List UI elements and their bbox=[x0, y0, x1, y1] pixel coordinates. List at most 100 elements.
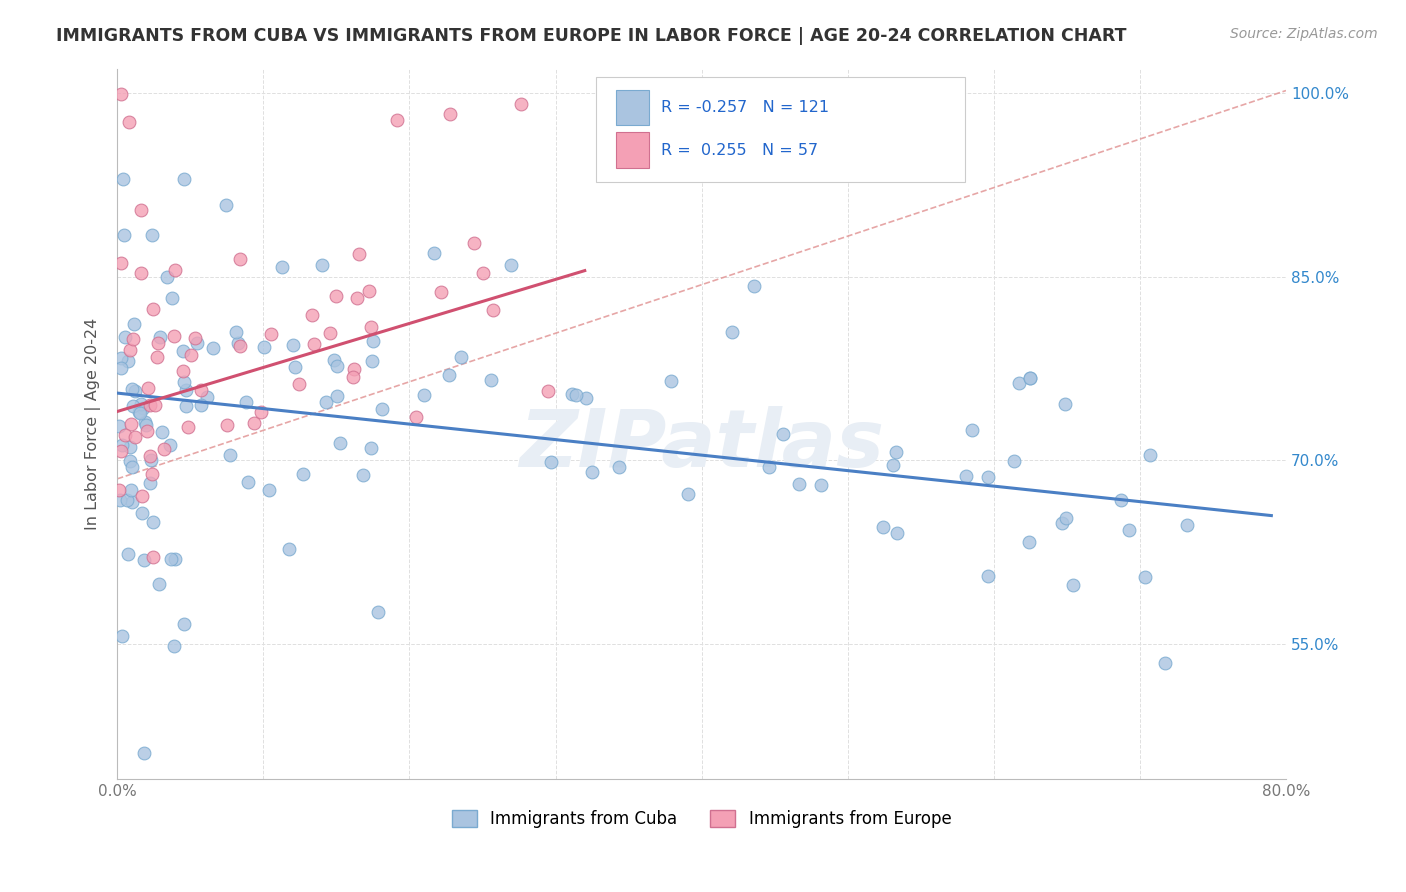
Point bbox=[124, 384, 146, 398]
Point bbox=[165, 551, 187, 566]
Point bbox=[173, 171, 195, 186]
Point bbox=[118, 115, 141, 129]
Point bbox=[110, 256, 132, 270]
Point bbox=[134, 415, 156, 429]
Point bbox=[195, 390, 218, 404]
Point bbox=[186, 335, 208, 350]
Point bbox=[190, 398, 212, 412]
Point bbox=[343, 362, 366, 376]
Point bbox=[129, 405, 152, 419]
Point bbox=[884, 445, 907, 459]
Point bbox=[742, 279, 765, 293]
Point bbox=[270, 260, 292, 274]
Point bbox=[886, 525, 908, 540]
Point bbox=[163, 639, 186, 653]
Point bbox=[180, 348, 202, 362]
Point bbox=[367, 605, 389, 619]
Bar bbox=[616, 90, 650, 126]
Point bbox=[177, 420, 200, 434]
Point bbox=[1133, 569, 1156, 583]
Point bbox=[117, 354, 139, 368]
Point bbox=[131, 396, 153, 410]
Point bbox=[581, 465, 603, 479]
Point bbox=[882, 458, 904, 472]
Point bbox=[122, 318, 145, 332]
Point bbox=[1018, 371, 1040, 385]
Point bbox=[124, 430, 146, 444]
Point bbox=[360, 320, 382, 334]
Point bbox=[110, 351, 132, 366]
Point bbox=[405, 409, 427, 424]
Point bbox=[215, 198, 238, 212]
Point bbox=[1050, 516, 1073, 531]
Point bbox=[318, 326, 340, 340]
Point bbox=[575, 391, 598, 405]
Point bbox=[277, 542, 299, 557]
Point bbox=[146, 336, 169, 351]
Point bbox=[347, 247, 370, 261]
Point bbox=[174, 383, 197, 397]
Point bbox=[429, 285, 451, 299]
Point bbox=[609, 459, 631, 474]
Point bbox=[1019, 371, 1042, 385]
Point bbox=[131, 489, 153, 503]
Point bbox=[142, 516, 165, 530]
Point bbox=[482, 303, 505, 318]
Point bbox=[202, 341, 225, 355]
Point bbox=[253, 340, 276, 354]
Point bbox=[361, 334, 384, 349]
Point bbox=[120, 483, 142, 497]
Point bbox=[118, 343, 141, 357]
Point bbox=[960, 423, 983, 437]
Point bbox=[323, 353, 346, 368]
Point bbox=[1109, 492, 1132, 507]
Text: ZIPatlas: ZIPatlas bbox=[519, 406, 884, 484]
Point bbox=[976, 470, 998, 484]
Text: Source: ZipAtlas.com: Source: ZipAtlas.com bbox=[1230, 27, 1378, 41]
Point bbox=[810, 478, 832, 492]
Point bbox=[772, 427, 794, 442]
Point bbox=[111, 438, 134, 452]
Point bbox=[353, 467, 375, 482]
Point bbox=[176, 399, 198, 413]
Point bbox=[326, 359, 349, 373]
Point bbox=[509, 96, 531, 111]
Point bbox=[156, 269, 179, 284]
Point bbox=[160, 292, 183, 306]
Point bbox=[114, 329, 136, 343]
Point bbox=[250, 405, 273, 419]
Point bbox=[120, 417, 142, 431]
Point bbox=[540, 455, 562, 469]
Point bbox=[132, 553, 155, 567]
Point bbox=[142, 549, 165, 564]
Point bbox=[136, 381, 159, 395]
Point bbox=[787, 477, 810, 491]
Text: R = -0.257   N = 121: R = -0.257 N = 121 bbox=[661, 100, 828, 115]
Point bbox=[360, 441, 382, 455]
Point bbox=[121, 459, 143, 474]
Point bbox=[122, 332, 145, 346]
Point bbox=[284, 360, 307, 375]
Point bbox=[463, 236, 485, 251]
Point bbox=[281, 337, 304, 351]
Point bbox=[292, 467, 315, 481]
Point bbox=[479, 373, 502, 387]
Point bbox=[138, 475, 160, 490]
Point bbox=[977, 569, 1000, 583]
Point bbox=[311, 258, 333, 272]
Point bbox=[122, 399, 145, 413]
Point bbox=[183, 331, 205, 345]
Point bbox=[1154, 657, 1177, 671]
Point bbox=[128, 405, 150, 419]
Point bbox=[564, 388, 586, 402]
Point bbox=[437, 368, 460, 382]
Point bbox=[302, 336, 325, 351]
Point bbox=[112, 228, 135, 243]
Point bbox=[229, 252, 252, 267]
Point bbox=[1018, 534, 1040, 549]
Point bbox=[131, 401, 153, 416]
Point bbox=[129, 266, 152, 280]
Point bbox=[226, 335, 249, 350]
Point bbox=[131, 506, 153, 520]
Point bbox=[1062, 577, 1084, 591]
